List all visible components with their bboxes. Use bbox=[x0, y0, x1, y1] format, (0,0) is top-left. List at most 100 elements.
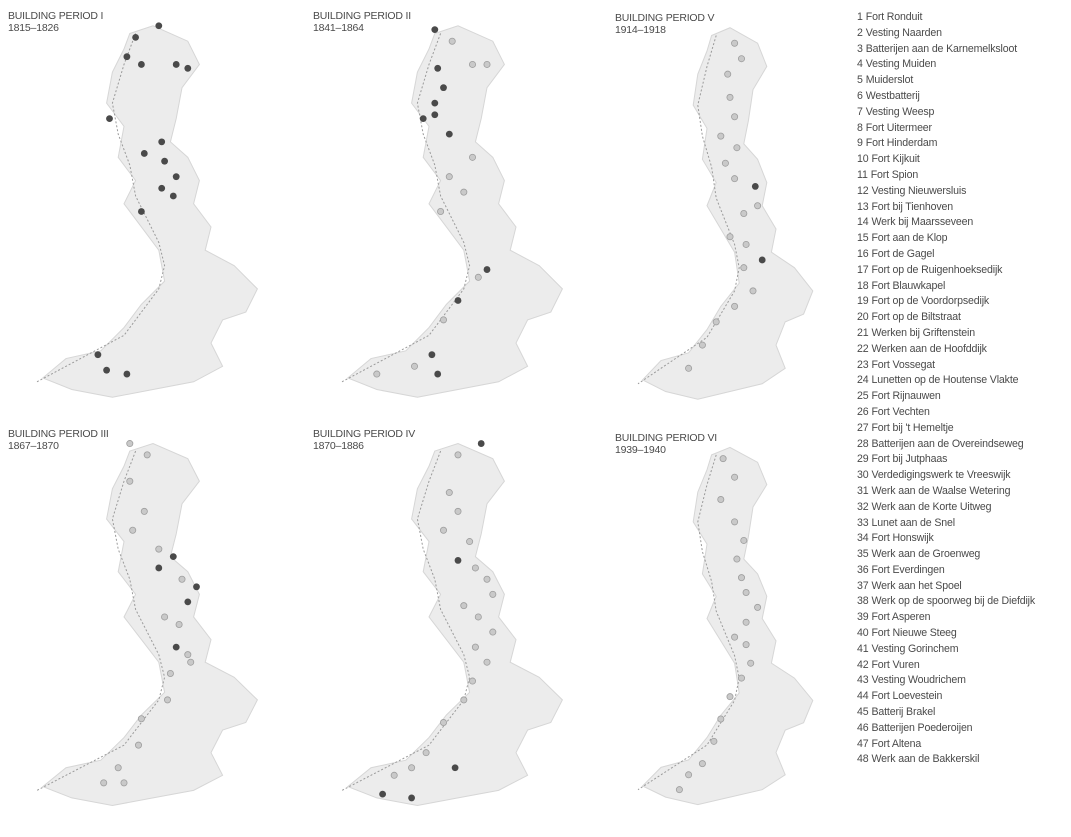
period-name: BUILDING PERIOD VI bbox=[615, 432, 718, 444]
legend-name: Fort Honswijk bbox=[871, 532, 934, 545]
fort-dot-new bbox=[161, 157, 169, 165]
legend-name: Fort Blauwkapel bbox=[871, 279, 946, 292]
fort-dot-existing bbox=[717, 715, 725, 723]
fort-dot-existing bbox=[437, 207, 445, 215]
fort-dot-existing bbox=[754, 202, 762, 210]
fort-dot-new bbox=[431, 26, 439, 34]
period-map bbox=[637, 27, 814, 400]
legend-name: Fort Nieuwe Steeg bbox=[871, 627, 957, 640]
legend-name: Westbatterij bbox=[865, 89, 920, 102]
period-years: 1914–1918 bbox=[615, 24, 666, 36]
fort-dot-new bbox=[158, 138, 166, 146]
legend-name: Werk aan de Waalse Wetering bbox=[871, 484, 1011, 497]
fort-dot-new bbox=[431, 99, 439, 107]
legend-name: Batterijen Poederoijen bbox=[871, 721, 973, 734]
legend-number: 47 bbox=[857, 737, 869, 750]
legend-item: 12 Vesting Nieuwersluis bbox=[857, 184, 1069, 200]
fort-dot-new bbox=[138, 61, 145, 68]
legend-number: 29 bbox=[857, 453, 869, 466]
fort-dot-existing bbox=[143, 451, 151, 459]
legend-item: 2 Vesting Naarden bbox=[857, 26, 1069, 42]
fort-dot-new bbox=[158, 184, 166, 192]
fort-dot-existing bbox=[698, 341, 706, 349]
legend-number: 21 bbox=[857, 326, 869, 339]
legend-item: 10 Fort Kijkuit bbox=[857, 152, 1069, 168]
fort-dot-new bbox=[440, 84, 447, 92]
legend-name: Lunetten op de Houtense Vlakte bbox=[871, 374, 1019, 387]
fort-dot-new bbox=[758, 256, 766, 264]
fort-dot-existing bbox=[460, 188, 468, 196]
legend-item: 20 Fort op de Biltstraat bbox=[857, 310, 1069, 326]
period-years: 1939–1940 bbox=[615, 444, 666, 456]
period-name: BUILDING PERIOD I bbox=[8, 10, 104, 22]
fort-dot-existing bbox=[422, 749, 430, 757]
legend-name: Fort Vuren bbox=[871, 658, 920, 671]
legend-number: 5 bbox=[857, 74, 863, 87]
fort-dot-existing bbox=[724, 70, 732, 78]
panel-title: BUILDING PERIOD III 1867–1870 bbox=[8, 428, 109, 452]
legend-item: 30 Verdedigingswerk te Vreeswijk bbox=[857, 468, 1069, 484]
fort-dot-existing bbox=[126, 440, 134, 448]
legend-name: Fort Everdingen bbox=[871, 563, 945, 576]
fort-dot-existing bbox=[445, 489, 453, 497]
fort-dot-new bbox=[169, 192, 177, 200]
fort-dot-existing bbox=[740, 536, 748, 544]
legend-number: 1 bbox=[857, 11, 863, 23]
legend-number: 10 bbox=[857, 153, 869, 166]
legend-number: 34 bbox=[857, 532, 869, 545]
period-map bbox=[341, 440, 564, 806]
legend-number: 3 bbox=[857, 42, 863, 55]
period-map bbox=[36, 22, 259, 398]
fort-dot-existing bbox=[733, 555, 741, 563]
legend-name: Werk aan de Korte Uitweg bbox=[871, 500, 992, 513]
legend-number: 46 bbox=[857, 721, 869, 734]
legend-number: 11 bbox=[857, 168, 868, 181]
legend-name: Batterijen aan de Karnemelksloot bbox=[865, 42, 1018, 55]
fort-dot-existing bbox=[466, 538, 474, 546]
fort-dot-existing bbox=[178, 575, 186, 583]
period-years: 1815–1826 bbox=[8, 22, 59, 34]
legend-number: 28 bbox=[857, 437, 869, 450]
fort-dot-new bbox=[184, 64, 192, 72]
legend-number: 6 bbox=[857, 89, 863, 102]
legend-item: 33 Lunet aan de Snel bbox=[857, 516, 1069, 532]
legend-item: 43 Vesting Woudrichem bbox=[857, 673, 1069, 689]
fort-dot-existing bbox=[675, 786, 683, 794]
legend-number: 9 bbox=[857, 137, 863, 150]
fort-dot-existing bbox=[738, 55, 746, 63]
fort-dot-existing bbox=[471, 643, 479, 651]
legend-item: 24 Lunetten op de Houtense Vlakte bbox=[857, 373, 1069, 389]
legend-name: Batterij Brakel bbox=[871, 706, 936, 719]
fort-dot-existing bbox=[408, 764, 416, 772]
legend-number: 22 bbox=[857, 342, 869, 355]
fort-dot-existing bbox=[685, 364, 693, 372]
legend-name: Fort aan de Klop bbox=[871, 232, 948, 245]
fort-dot-new bbox=[434, 64, 442, 72]
fort-dot-existing bbox=[698, 760, 706, 768]
fort-dot-existing bbox=[445, 173, 453, 181]
fort-dot-existing bbox=[460, 602, 468, 610]
fort-dot-existing bbox=[114, 764, 122, 772]
defence-line bbox=[341, 33, 471, 383]
fort-dot-existing bbox=[140, 507, 148, 515]
fort-dot-existing bbox=[712, 318, 720, 326]
fort-dot-new bbox=[408, 794, 415, 802]
land-area bbox=[41, 25, 259, 398]
legend-name: Fort bij 't Hemeltje bbox=[871, 421, 954, 434]
panel-title: BUILDING PERIOD II 1841–1864 bbox=[313, 10, 411, 34]
fort-dot-existing bbox=[717, 132, 725, 140]
fort-dot-new bbox=[419, 115, 427, 123]
legend-name: Fort Altena bbox=[871, 737, 922, 750]
defence-line bbox=[637, 454, 740, 791]
legend-item: 3 Batterijen aan de Karnemelksloot bbox=[857, 42, 1069, 58]
legend-number: 12 bbox=[857, 184, 869, 197]
legend-name: Werk aan de Bakkerskil bbox=[871, 753, 980, 766]
fort-dot-new bbox=[169, 553, 177, 561]
legend-item: 41 Vesting Gorinchem bbox=[857, 642, 1069, 658]
period-name: BUILDING PERIOD II bbox=[313, 10, 411, 22]
panel-period-2: BUILDING PERIOD II 1841–1864 bbox=[313, 10, 603, 415]
legend-item: 44 Fort Loevestein bbox=[857, 689, 1069, 705]
fort-dot-existing bbox=[468, 153, 476, 161]
panel-period-6: BUILDING PERIOD VI 1939–1940 bbox=[615, 432, 905, 837]
legend-number: 13 bbox=[857, 200, 869, 213]
